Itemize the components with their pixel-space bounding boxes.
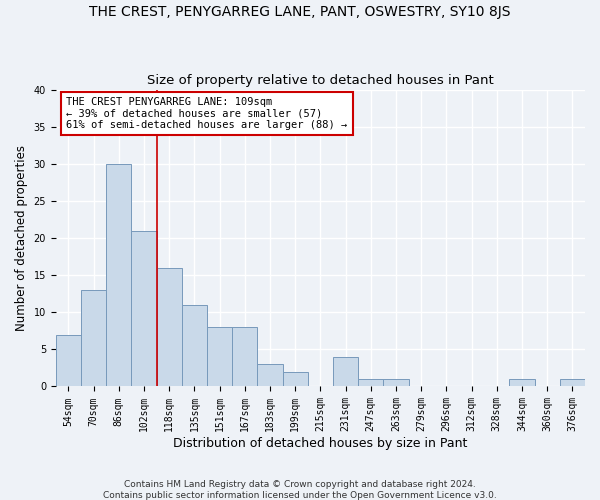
Text: THE CREST PENYGARREG LANE: 109sqm
← 39% of detached houses are smaller (57)
61% : THE CREST PENYGARREG LANE: 109sqm ← 39% … [67,97,347,130]
Bar [283,372,308,386]
Bar [560,379,585,386]
Y-axis label: Number of detached properties: Number of detached properties [15,145,28,331]
Bar [182,305,207,386]
Bar [157,268,182,386]
Bar [509,379,535,386]
Bar [207,327,232,386]
Bar [232,327,257,386]
Bar [131,230,157,386]
Bar [56,334,81,386]
X-axis label: Distribution of detached houses by size in Pant: Distribution of detached houses by size … [173,437,467,450]
Title: Size of property relative to detached houses in Pant: Size of property relative to detached ho… [147,74,494,87]
Bar [257,364,283,386]
Bar [333,357,358,386]
Bar [81,290,106,386]
Text: Contains HM Land Registry data © Crown copyright and database right 2024.
Contai: Contains HM Land Registry data © Crown c… [103,480,497,500]
Bar [358,379,383,386]
Bar [383,379,409,386]
Bar [106,164,131,386]
Text: THE CREST, PENYGARREG LANE, PANT, OSWESTRY, SY10 8JS: THE CREST, PENYGARREG LANE, PANT, OSWEST… [89,5,511,19]
